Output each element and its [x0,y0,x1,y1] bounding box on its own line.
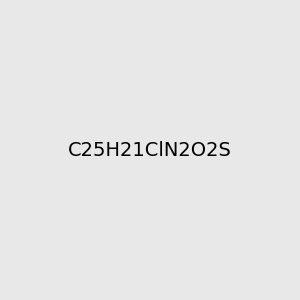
Text: C25H21ClN2O2S: C25H21ClN2O2S [68,140,232,160]
